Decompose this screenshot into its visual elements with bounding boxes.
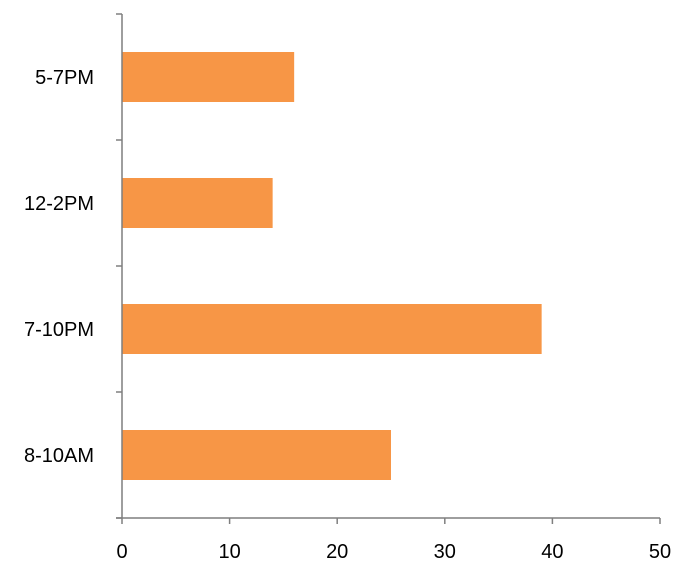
- x-tick-label: 50: [649, 541, 671, 563]
- bar-12-2pm: [122, 178, 273, 228]
- x-tick-label: 10: [218, 541, 240, 563]
- bars-layer: [122, 52, 542, 480]
- axes-layer: [116, 13, 661, 524]
- x-tick-label: 40: [541, 541, 563, 563]
- x-tick-label: 20: [326, 541, 348, 563]
- bar-8-10am: [122, 430, 391, 480]
- bar-5-7pm: [122, 52, 295, 102]
- x-tick-label: 0: [116, 541, 127, 563]
- x-tick-label: 30: [434, 541, 456, 563]
- bar-7-10pm: [122, 304, 542, 354]
- y-tick-label: 12-2PM: [24, 193, 94, 215]
- y-tick-label: 5-7PM: [35, 67, 94, 89]
- y-tick-label: 7-10PM: [24, 319, 94, 341]
- y-tick-label: 8-10AM: [24, 445, 94, 467]
- labels-layer: 5-7PM 12-2PM 7-10PM 8-10AM 0 10 20 30 40 50: [24, 67, 671, 563]
